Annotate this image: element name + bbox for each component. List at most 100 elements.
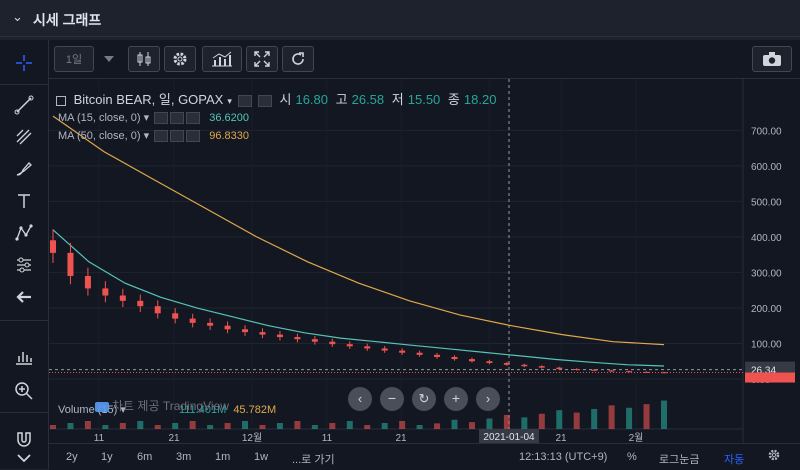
range-1m[interactable]: 1m <box>215 451 231 463</box>
ma50-value: 96.8330 <box>209 130 250 142</box>
fullscreen-button[interactable] <box>246 46 278 72</box>
zoom-icon[interactable] <box>0 376 48 406</box>
symbol-label[interactable]: Bitcoin BEAR, 일, GOPAX <box>73 92 224 107</box>
range-3m[interactable]: 3m <box>176 451 192 463</box>
volume-bar <box>189 421 196 429</box>
candle-body <box>259 332 266 335</box>
tradingview-watermark[interactable]: 차트 제공 TradingView <box>95 397 229 414</box>
refresh-icon <box>292 52 304 65</box>
candle-body <box>416 352 423 355</box>
log-toggle[interactable]: 로그눈금 <box>659 454 700 466</box>
candle-body <box>119 295 126 301</box>
volume-bar <box>172 423 179 429</box>
reset-button[interactable]: ↻ <box>412 387 436 411</box>
candle-body <box>50 240 56 253</box>
volume-bar <box>259 425 266 429</box>
camera-icon <box>763 52 781 66</box>
candle-body <box>591 369 598 371</box>
trendline-tool-icon[interactable] <box>0 90 48 120</box>
candle-body <box>434 354 441 357</box>
range-2y[interactable]: 2y <box>66 451 78 463</box>
range-1y[interactable]: 1y <box>101 451 113 463</box>
volume-bar <box>399 421 406 429</box>
candle-body <box>364 346 371 349</box>
ma15-line <box>52 229 665 367</box>
candle-body <box>608 370 615 372</box>
crosshair-tool-icon[interactable] <box>0 48 48 78</box>
volume-bar <box>276 423 283 429</box>
pattern-tool-icon[interactable] <box>0 218 48 248</box>
zoom-out-button[interactable]: − <box>380 387 404 411</box>
range-6m[interactable]: 6m <box>137 451 153 463</box>
scroll-left-button[interactable]: ‹ <box>348 387 372 411</box>
gear-icon <box>173 52 187 66</box>
volume-bar <box>416 425 423 429</box>
volume-bar <box>451 419 458 429</box>
refresh-button[interactable] <box>282 46 314 72</box>
interval-select[interactable]: 1일 <box>54 46 94 72</box>
candle-body <box>102 288 109 296</box>
candle-body <box>224 325 231 330</box>
ma50-label: MA (50, close, 0) <box>58 130 141 142</box>
candle-body <box>538 366 545 368</box>
brush-tool-icon[interactable] <box>0 154 48 184</box>
fib-tool-icon[interactable] <box>0 122 48 152</box>
scroll-right-button[interactable]: › <box>476 387 500 411</box>
drawing-toolbar <box>0 40 49 469</box>
ma15-value: 36.6200 <box>209 112 250 124</box>
candle-body <box>67 252 74 276</box>
candle-body <box>643 371 650 373</box>
price-tick-label: 400.00 <box>751 233 782 244</box>
last-price-badge <box>745 372 795 383</box>
candle-body <box>329 341 336 345</box>
panel-header: ⌄ 시세 그래프 <box>0 0 800 37</box>
volume-bar <box>661 400 667 429</box>
chevron-down-icon[interactable]: ⌄ <box>12 9 23 24</box>
candles-type-button[interactable] <box>128 46 160 72</box>
interval-dropdown-icon[interactable] <box>99 46 119 72</box>
tradingview-logo-icon <box>95 401 109 412</box>
volume-bar <box>50 425 56 429</box>
volume-bar <box>329 423 336 429</box>
auto-toggle[interactable]: 자동 <box>724 454 745 466</box>
volume-bar <box>119 423 126 429</box>
candle-body <box>294 337 301 340</box>
volume-bar <box>503 414 510 429</box>
volume-bar <box>538 413 545 429</box>
indicators-button[interactable] <box>202 46 242 72</box>
collapse-icon[interactable] <box>56 95 66 106</box>
volume-bar <box>643 404 650 429</box>
bottom-toolbar: 2y 1y 6m 3m 1m 1w ...로 가기 12:13:13 (UTC+… <box>49 443 800 470</box>
chevron-down-icon[interactable] <box>0 446 48 470</box>
candle-body <box>311 339 318 342</box>
measure-tool-icon[interactable] <box>0 342 48 372</box>
screenshot-button[interactable] <box>752 46 792 72</box>
magnet-icon[interactable] <box>0 424 48 454</box>
volume-bar <box>364 425 371 429</box>
volume-bar <box>381 423 388 429</box>
volume-bar <box>468 422 475 429</box>
text-tool-icon[interactable] <box>0 186 48 216</box>
volume-bar <box>154 425 161 429</box>
candle-body <box>381 348 388 351</box>
gear-icon[interactable] <box>767 448 781 465</box>
candle-body <box>503 363 510 365</box>
ma15-label: MA (15, close, 0) <box>58 112 141 124</box>
volume-bar <box>242 421 249 429</box>
volume-bar <box>486 418 493 429</box>
candle-body <box>207 322 214 326</box>
ma15-legend[interactable]: MA (15, close, 0) ▾ 36.6200 <box>58 112 250 125</box>
goto-button[interactable]: ...로 가기 <box>292 454 335 466</box>
zoom-in-button[interactable]: + <box>444 387 468 411</box>
ma50-legend[interactable]: MA (50, close, 0) ▾ 96.8330 <box>58 130 250 143</box>
candle-body <box>468 359 475 362</box>
percent-toggle[interactable]: % <box>627 451 637 463</box>
settings-button[interactable] <box>164 46 196 72</box>
arrow-left-icon[interactable] <box>0 282 48 312</box>
clock[interactable]: 12:13:13 (UTC+9) <box>519 451 608 463</box>
prediction-tool-icon[interactable] <box>0 250 48 280</box>
range-1w[interactable]: 1w <box>254 451 269 463</box>
ma50-line <box>52 115 665 346</box>
time-tick-label: 21 <box>395 433 407 443</box>
time-tick-label: 11 <box>322 433 333 443</box>
